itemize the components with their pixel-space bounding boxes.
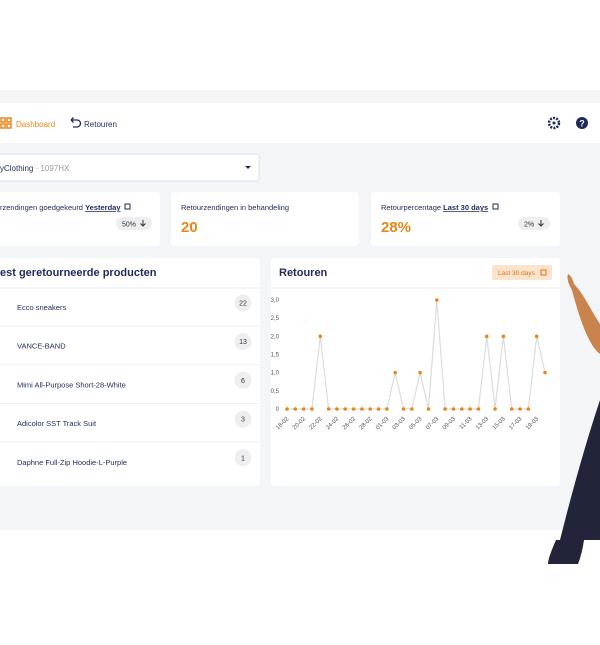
- kpi-value: 28%: [381, 219, 411, 236]
- data-point: [452, 407, 456, 411]
- product-count: 22: [239, 301, 247, 308]
- kpi-label-text: rzendingen goedgekeurd: [0, 203, 83, 212]
- product-name: Daphne Full-Zip Hoodie-L-Purple: [17, 458, 127, 467]
- data-point: [427, 407, 431, 411]
- chart-card: Retouren Last 30 days: [271, 258, 560, 486]
- store-code: · 1097HX: [36, 164, 70, 173]
- store-name: yClothing: [0, 164, 33, 173]
- data-point: [510, 407, 514, 411]
- data-point: [393, 371, 397, 375]
- kpi-period[interactable]: Last 30 days: [443, 203, 488, 212]
- data-point: [418, 371, 422, 375]
- data-point: [518, 407, 522, 411]
- badge-text: 50%: [122, 222, 136, 229]
- product-name: Ecco sneakers: [17, 303, 66, 312]
- y-tick-label: 1,0: [271, 371, 280, 377]
- help-button[interactable]: ?: [576, 117, 588, 129]
- product-count: 6: [241, 378, 245, 385]
- data-point: [460, 407, 464, 411]
- y-tick-label: 2,0: [271, 334, 280, 340]
- period-button-text: Last 30 days: [498, 270, 536, 277]
- product-name: Mimi All-Purpose Short-28-White: [17, 380, 126, 389]
- data-point: [535, 335, 539, 339]
- data-point: [385, 407, 389, 411]
- kpi-period[interactable]: Yesterday: [85, 203, 121, 212]
- products-card: est geretourneerde producten Ecco sneake…: [0, 258, 260, 486]
- store-select[interactable]: yClothing · 1097HX: [0, 154, 259, 181]
- icon: ?: [579, 119, 585, 129]
- data-point: [352, 407, 356, 411]
- y-tick-label: 2,5: [271, 316, 280, 322]
- badge-text: 2%: [524, 222, 534, 229]
- shoe: [548, 540, 584, 564]
- y-tick-label: 3,0: [271, 298, 280, 304]
- data-point: [302, 407, 306, 411]
- data-point: [335, 407, 339, 411]
- data-point: [410, 407, 414, 411]
- nav-label: Retouren: [84, 120, 117, 129]
- y-tick-label: 0,5: [271, 389, 280, 395]
- product-count: 3: [241, 417, 245, 424]
- data-point: [527, 407, 531, 411]
- data-point: [310, 407, 314, 411]
- card: [0, 258, 260, 486]
- chart-title: Retouren: [279, 267, 328, 279]
- data-point: [493, 407, 497, 411]
- kpi-label: rzendingen goedgekeurd Yesterday: [0, 203, 121, 212]
- product-count: 13: [239, 339, 247, 346]
- kpi-value: 20: [181, 219, 198, 236]
- data-point: [327, 407, 331, 411]
- data-point: [377, 407, 381, 411]
- data-point: [318, 335, 322, 339]
- kpi-label: Retourzendingen in behandeling: [181, 203, 289, 212]
- data-point: [443, 407, 447, 411]
- kpi-label-text: Retourpercentage: [381, 203, 441, 212]
- data-point: [285, 407, 289, 411]
- product-name: VANCE-BAND: [17, 342, 66, 351]
- icon: [553, 122, 556, 125]
- product-name: Adicolor SST Track Suit: [17, 419, 97, 428]
- kpi-card: rzendingen goedgekeurd Yesterday 50%: [0, 192, 160, 246]
- y-tick-label: 1,5: [271, 353, 280, 359]
- data-point: [485, 335, 489, 339]
- card: [271, 258, 560, 486]
- data-point: [502, 335, 506, 339]
- kpi-card: Retourpercentage Last 30 days 28% 2%: [371, 192, 560, 246]
- data-point: [343, 407, 347, 411]
- select-text: yClothing · 1097HX: [0, 164, 70, 173]
- card-title: est geretourneerde producten: [0, 267, 157, 279]
- kpi-label: Retourpercentage Last 30 days: [381, 203, 488, 212]
- kpi-card: Retourzendingen in behandeling 20: [171, 192, 359, 246]
- data-point: [360, 407, 364, 411]
- data-point: [543, 371, 547, 375]
- data-point: [402, 407, 406, 411]
- data-point: [368, 407, 372, 411]
- card: [171, 192, 359, 246]
- data-point: [435, 298, 439, 302]
- data-point: [294, 407, 298, 411]
- data-point: [477, 407, 481, 411]
- data-point: [468, 407, 472, 411]
- nav-label: Dashboard: [16, 120, 55, 129]
- product-count: 1: [241, 455, 245, 462]
